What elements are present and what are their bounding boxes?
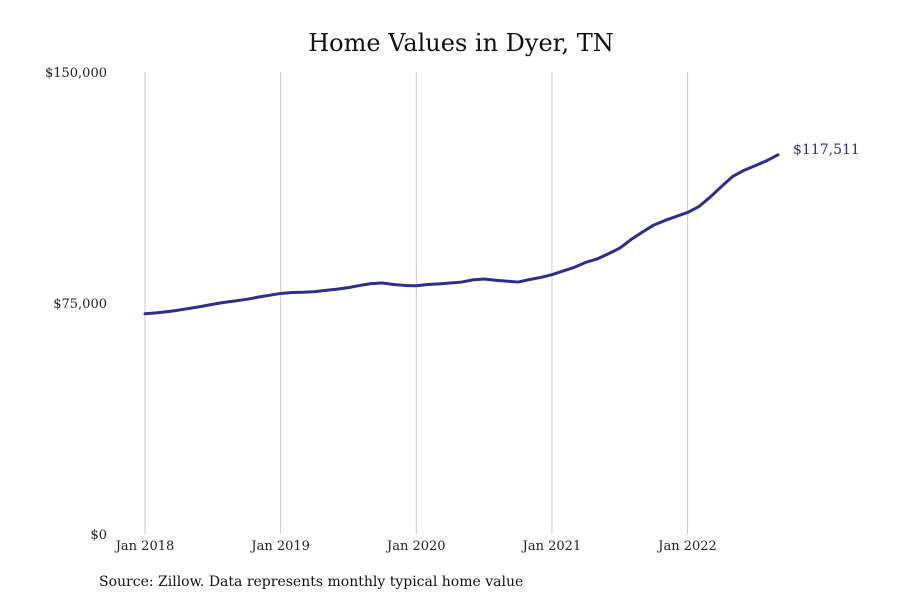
series-line bbox=[143, 153, 780, 316]
chart-title: Home Values in Dyer, TN bbox=[308, 29, 614, 57]
y-axis-ticks: $0 $75,000 $150,000 bbox=[45, 66, 107, 543]
grid-lines bbox=[144, 72, 689, 534]
x-tick-label: Jan 2022 bbox=[656, 539, 717, 554]
end-value-label: $117,511 bbox=[793, 142, 860, 158]
x-tick-label: Jan 2019 bbox=[249, 539, 310, 554]
x-tick-label: Jan 2018 bbox=[114, 539, 175, 554]
y-tick-label: $0 bbox=[90, 528, 107, 543]
x-tick-label: Jan 2020 bbox=[385, 539, 446, 554]
x-tick-label: Jan 2021 bbox=[521, 539, 582, 554]
y-tick-label: $75,000 bbox=[53, 297, 107, 312]
source-note: Source: Zillow. Data represents monthly … bbox=[99, 574, 523, 590]
x-axis-ticks: Jan 2018 Jan 2019 Jan 2020 Jan 2021 Jan 2022 bbox=[114, 539, 717, 554]
y-tick-label: $150,000 bbox=[45, 66, 107, 81]
